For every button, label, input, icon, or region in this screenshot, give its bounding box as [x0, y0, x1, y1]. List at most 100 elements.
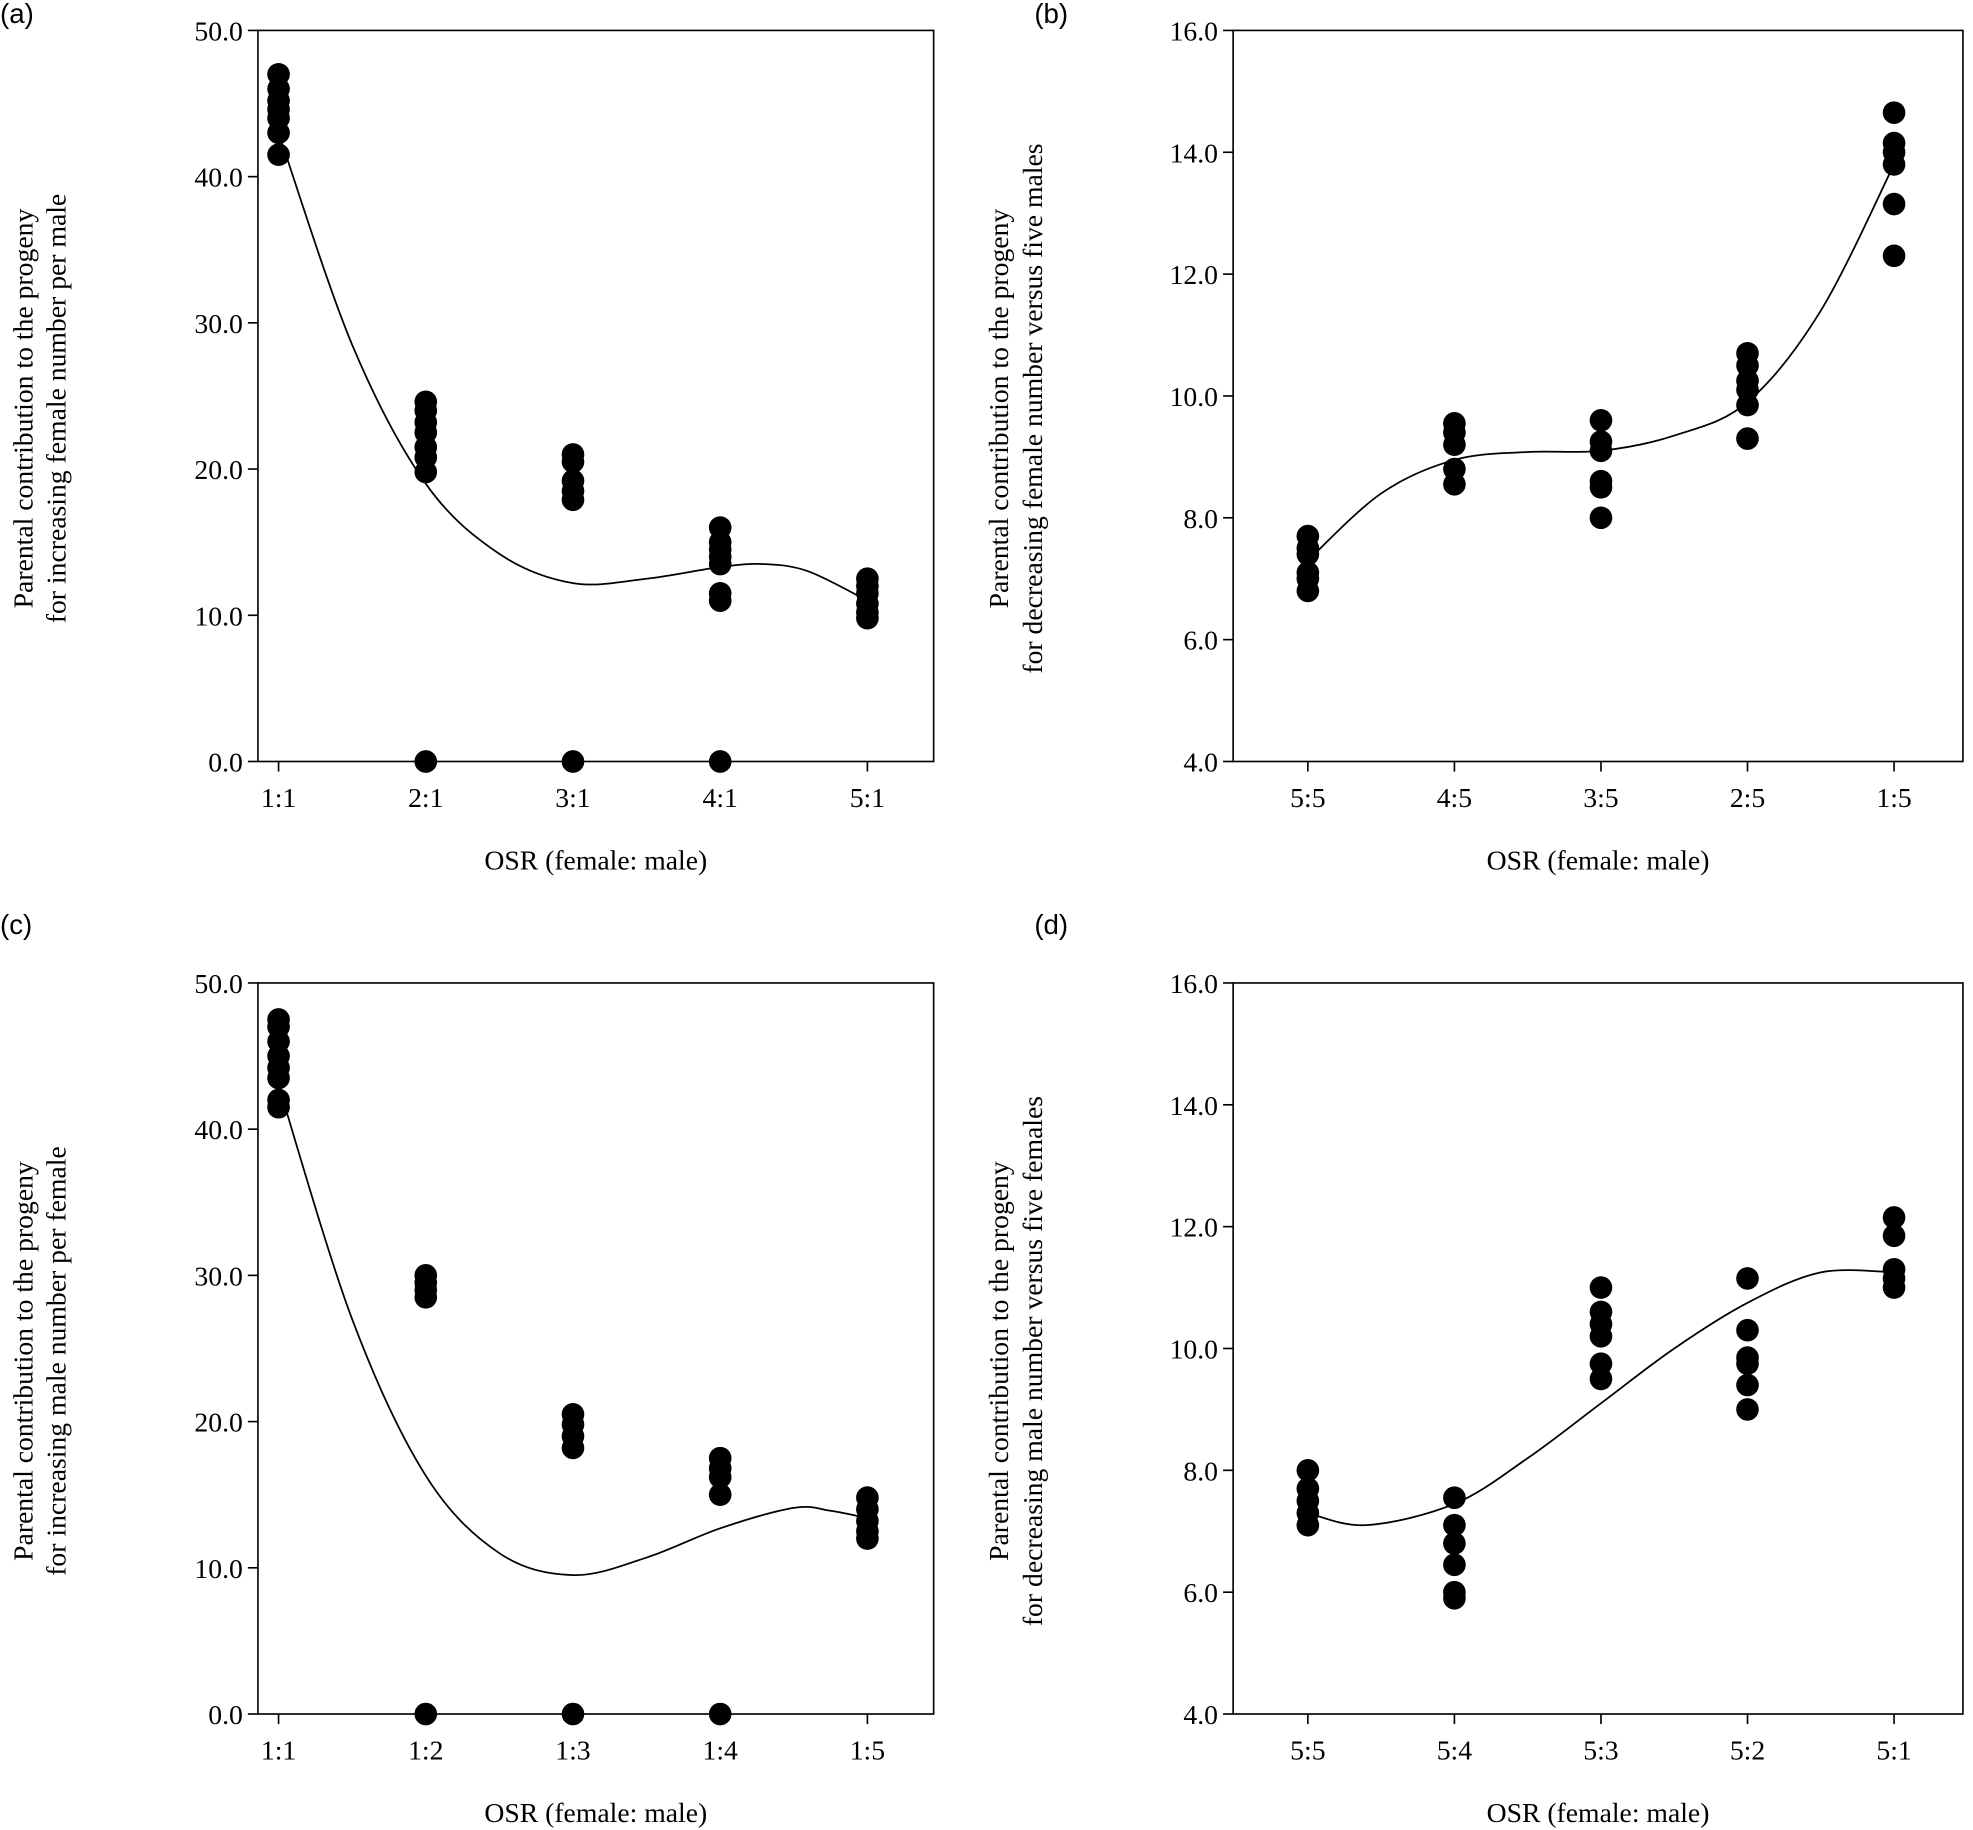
data-point [1589, 506, 1613, 530]
y-axis-label: Parental contribution to the progeny [983, 209, 1014, 609]
data-point [1296, 579, 1320, 603]
y-tick-label: 10.0 [1170, 1334, 1218, 1365]
panel-letter: (d) [1034, 909, 1068, 940]
data-point [414, 1702, 438, 1726]
y-tick-label: 6.0 [1183, 1577, 1218, 1608]
data-point [1296, 1513, 1320, 1537]
y-tick-label: 0.0 [208, 747, 243, 778]
x-tick-label: 1:5 [1876, 782, 1911, 813]
data-point [414, 750, 438, 773]
x-tick-label: 1:4 [703, 1734, 739, 1765]
y-tick-label: 4.0 [1183, 747, 1218, 778]
data-point [708, 1702, 732, 1726]
y-axis-label: for decreasing female number versus five… [1017, 143, 1048, 673]
panel-a: (a) 0.0 10.0 20.0 30.0 40.0 50.0 1:1 2:1 3:1 4:1 5:… [0, 0, 935, 876]
x-tick-label: 5:5 [1290, 782, 1325, 813]
y-tick-label: 10.0 [1170, 381, 1218, 412]
y-tick-label: 20.0 [194, 454, 242, 485]
data-point [708, 589, 732, 612]
x-axis-label: OSR (female: male) [484, 1797, 707, 1828]
y-tick-label: 6.0 [1183, 625, 1218, 656]
x-tick-label: 5:2 [1730, 1734, 1765, 1765]
panel-d: (d) 4.0 6.0 8.0 10.0 12.0 14.0 16.0 5:5 5:4 5:3 5:2… [983, 909, 1964, 1828]
y-tick-label: 40.0 [194, 162, 242, 193]
data-point [1443, 1513, 1466, 1537]
y-tick-label: 10.0 [194, 600, 242, 631]
x-tick-label: 1:1 [261, 1734, 296, 1765]
x-tick-label: 5:4 [1437, 1734, 1473, 1765]
x-tick-label: 2:1 [408, 782, 443, 813]
x-tick-label: 1:3 [555, 1734, 590, 1765]
data-point [856, 606, 879, 630]
x-tick-label: 5:1 [1876, 1734, 1911, 1765]
data-point [1296, 543, 1320, 566]
y-tick-label: 8.0 [1183, 503, 1218, 534]
y-tick-label: 16.0 [1170, 15, 1218, 46]
data-point [1736, 1318, 1759, 1342]
x-axis-label: OSR (female: male) [484, 845, 707, 876]
y-tick-label: 12.0 [1170, 1212, 1218, 1243]
y-tick-label: 20.0 [194, 1407, 242, 1438]
data-point [708, 750, 732, 773]
x-tick-label: 4:1 [703, 782, 738, 813]
fit-curve [1307, 164, 1895, 562]
y-axis-label: for increasing male number per female [40, 1146, 71, 1575]
x-tick-label: 3:1 [555, 782, 590, 813]
x-tick-label: 1:5 [850, 1734, 885, 1765]
data-point [1736, 427, 1759, 450]
y-tick-label: 50.0 [194, 15, 242, 46]
fit-curve [1307, 1269, 1895, 1527]
data-point [561, 1702, 585, 1726]
x-tick-label: 3:5 [1583, 782, 1618, 813]
data-point [1736, 1373, 1759, 1397]
data-point [1882, 101, 1906, 124]
y-axis-label: Parental contribution to the progeny [8, 1161, 39, 1561]
data-point [1443, 1532, 1466, 1555]
plot-frame [257, 29, 935, 763]
plot-frame [1232, 982, 1964, 1715]
data-point [1443, 1486, 1466, 1510]
data-point [1736, 1352, 1759, 1376]
data-point [1589, 476, 1613, 499]
data-point [708, 1483, 732, 1507]
y-axis-label: for decreasing male number versus five f… [1017, 1096, 1048, 1626]
x-tick-label: 1:1 [261, 782, 296, 813]
y-tick-label: 14.0 [1170, 1090, 1218, 1121]
data-point [1443, 1586, 1466, 1610]
data-point [708, 552, 732, 576]
x-tick-label: 2:5 [1730, 782, 1765, 813]
x-tick-label: 5:1 [850, 782, 885, 813]
x-tick-label: 4:5 [1437, 782, 1472, 813]
y-axis-label: Parental contribution to the progeny [8, 209, 39, 609]
y-tick-label: 30.0 [194, 308, 242, 339]
data-point [1882, 192, 1906, 216]
y-tick-label: 0.0 [208, 1699, 243, 1730]
panel-letter: (a) [0, 0, 34, 29]
x-tick-label: 5:3 [1583, 1734, 1618, 1765]
data-point [1882, 1224, 1906, 1248]
y-tick-label: 4.0 [1183, 1699, 1218, 1730]
data-point [708, 1465, 732, 1489]
data-point [561, 450, 585, 474]
data-point [1882, 1206, 1906, 1229]
data-point [267, 1066, 290, 1090]
data-point [414, 460, 438, 484]
data-point [1443, 433, 1466, 457]
data-point [1882, 1276, 1906, 1299]
fit-curve [277, 132, 868, 602]
data-point [561, 1436, 585, 1460]
y-tick-label: 40.0 [194, 1114, 242, 1145]
data-point [1589, 439, 1613, 463]
y-tick-label: 16.0 [1170, 968, 1218, 999]
x-tick-label: 5:5 [1290, 1734, 1325, 1765]
plot-frame [1232, 29, 1964, 763]
y-tick-label: 50.0 [194, 968, 242, 999]
data-point [1882, 244, 1906, 268]
data-point [1736, 1398, 1759, 1421]
y-tick-label: 14.0 [1170, 137, 1218, 168]
data-point [1589, 1367, 1613, 1391]
x-tick-label: 1:2 [408, 1734, 443, 1765]
y-tick-label: 12.0 [1170, 259, 1218, 290]
data-point [1589, 1324, 1613, 1348]
